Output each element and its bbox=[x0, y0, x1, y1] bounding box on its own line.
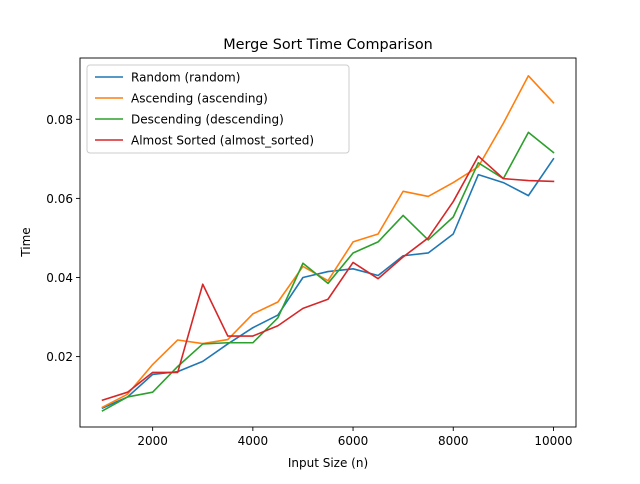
legend-box bbox=[86, 64, 350, 154]
y-tick-label-0: 0.02 bbox=[46, 350, 73, 364]
legend-label-1: Ascending (ascending) bbox=[131, 92, 268, 106]
x-tick-label-0: 2000 bbox=[137, 434, 168, 448]
x-tick-label-1: 4000 bbox=[238, 434, 269, 448]
x-tick-label-2: 6000 bbox=[338, 434, 369, 448]
legend-label-3: Almost Sorted (almost_sorted) bbox=[131, 134, 314, 148]
legend: Random (random) Ascending (ascending) Desc… bbox=[86, 64, 350, 154]
plot-area: 2000 4000 6000 8000 10000 0.02 0.04 0.06 0.08 Ran… bbox=[46, 57, 577, 448]
y-tick-label-1: 0.04 bbox=[46, 271, 73, 285]
x-axis-label: Input Size (n) bbox=[288, 456, 368, 470]
legend-label-2: Descending (descending) bbox=[131, 113, 284, 127]
series-line-3 bbox=[101, 155, 555, 402]
series-line-1 bbox=[101, 75, 555, 409]
x-tick-label-4: 10000 bbox=[534, 434, 572, 448]
x-tick-label-3: 8000 bbox=[438, 434, 469, 448]
chart-title: Merge Sort Time Comparison bbox=[223, 37, 433, 53]
y-tick-label-2: 0.06 bbox=[46, 192, 73, 206]
y-axis-label: Time bbox=[19, 227, 33, 257]
axes-frame bbox=[79, 57, 577, 428]
legend-label-0: Random (random) bbox=[131, 71, 240, 85]
series-line-2 bbox=[101, 131, 555, 412]
y-tick-label-3: 0.08 bbox=[46, 113, 73, 127]
